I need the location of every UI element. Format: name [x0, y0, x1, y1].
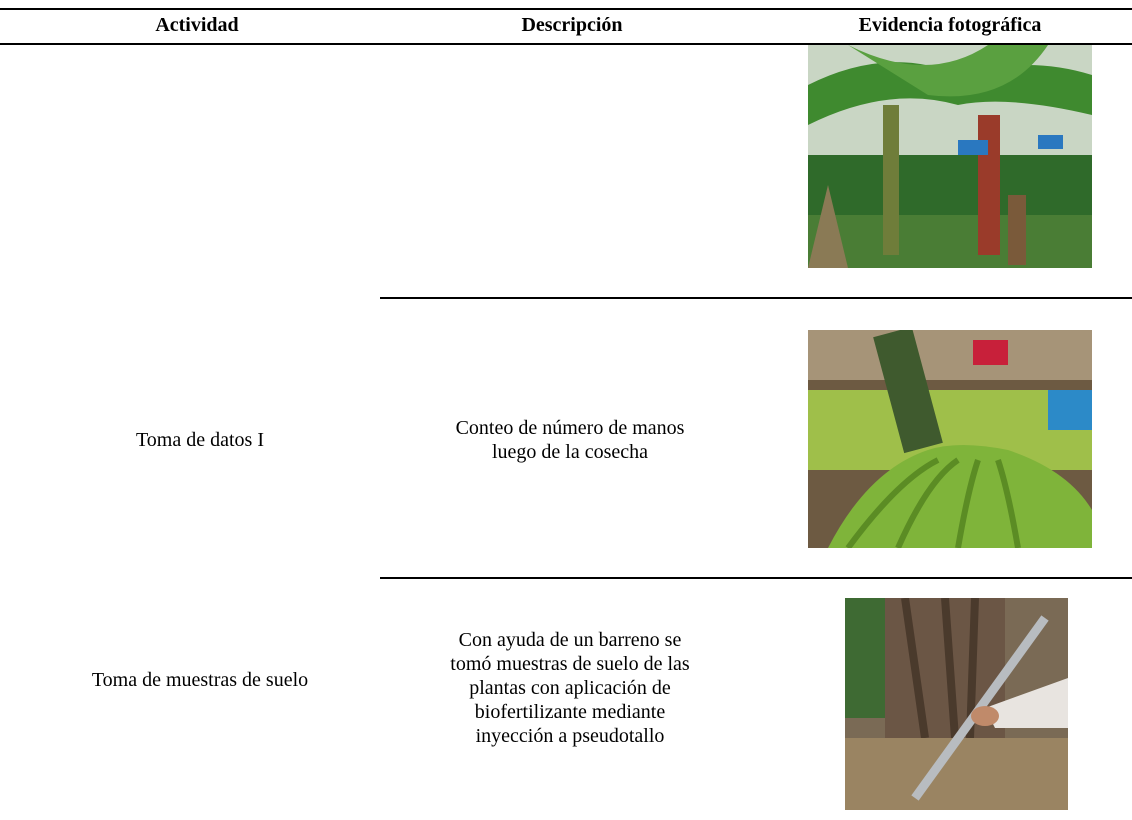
header-cell: Evidencia fotográfica	[858, 14, 1042, 36]
description-line: inyección a pseudotallo	[475, 725, 665, 747]
row-rule	[380, 297, 1132, 299]
description-line: Con ayuda de un barreno se	[458, 629, 682, 651]
description-cell: Conteo de número de manos luego de la cos…	[390, 416, 750, 464]
activity-cell: Toma de datos I	[135, 429, 264, 451]
photo-soil-sampling	[845, 598, 1068, 810]
header-cell: Descripción	[521, 14, 623, 36]
description-cell: Con ayuda de un barreno se tomó muestras …	[390, 628, 750, 748]
description-line: plantas con aplicación de	[469, 677, 671, 699]
header-cell: Actividad	[155, 14, 239, 36]
description-line: Conteo de número de manos	[455, 417, 685, 439]
description-line: biofertilizante mediante	[474, 701, 666, 723]
description-line: luego de la cosecha	[491, 441, 649, 463]
photo-banana-bunch	[808, 330, 1092, 548]
description-line: tomó muestras de suelo de las	[450, 653, 690, 675]
row-rule	[380, 577, 1132, 579]
photo-banana-plants	[808, 45, 1092, 268]
top-rule	[0, 8, 1132, 10]
header-rule	[0, 43, 1132, 45]
activity-cell: Toma de muestras de suelo	[91, 669, 309, 691]
